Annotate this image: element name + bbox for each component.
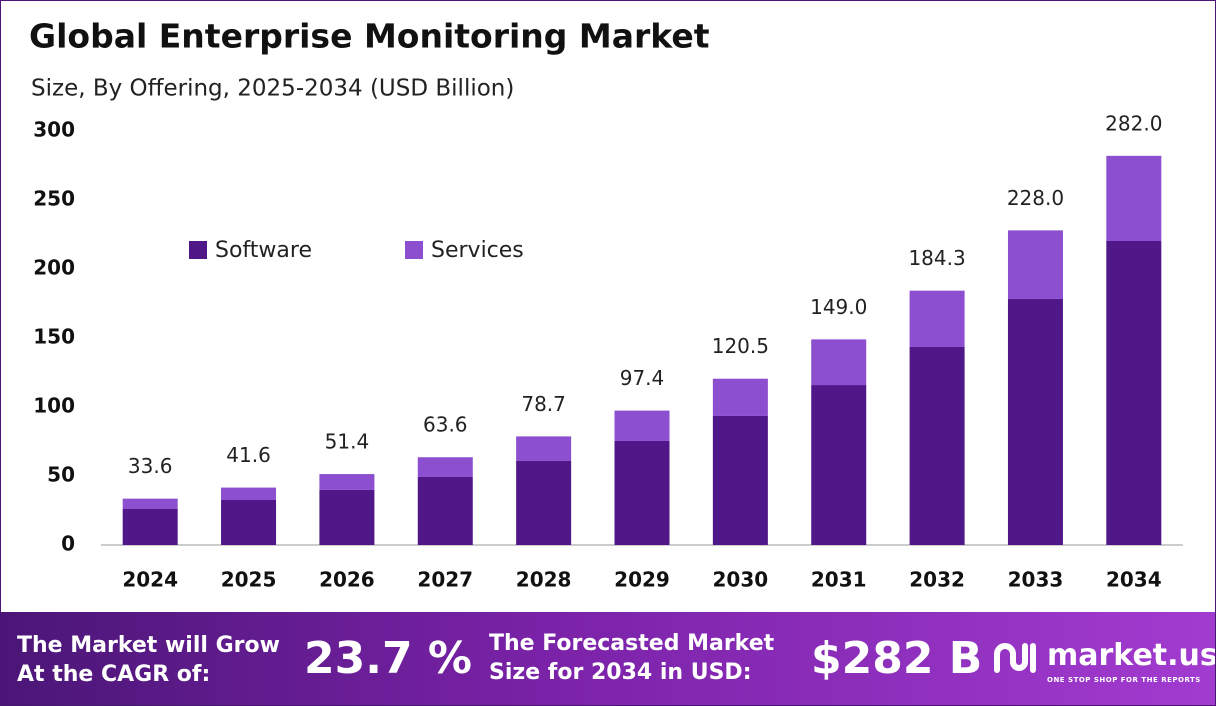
forecast-text-line: Size for 2034 in USD:: [489, 660, 752, 685]
total-label: 41.6: [226, 443, 271, 467]
bar-segment: [417, 457, 473, 477]
total-label: 282.0: [1105, 111, 1162, 135]
bar-segment: [614, 440, 670, 545]
bar-segment: [417, 476, 473, 545]
cagr-text: The Market will Grow At the CAGR of:: [17, 631, 280, 689]
x-tick-label: 2025: [221, 568, 277, 592]
total-label: 97.4: [620, 366, 665, 390]
logo-icon: [994, 643, 1036, 673]
bar-segment: [516, 460, 572, 545]
total-label: 149.0: [810, 295, 867, 319]
chart: Global Enterprise Monitoring Market Size…: [29, 17, 1183, 592]
footer-banner: The Market will Grow At the CAGR of: 23.…: [1, 612, 1215, 705]
total-label: 63.6: [423, 413, 468, 437]
bar-segment: [909, 290, 965, 347]
x-tick-label: 2032: [909, 568, 965, 592]
x-tick-label: 2028: [516, 568, 572, 592]
x-tick-label: 2033: [1008, 568, 1064, 592]
bar-segment: [319, 474, 375, 490]
bar-segment: [516, 436, 572, 461]
legend-swatch: [189, 241, 207, 259]
x-tick-label: 2026: [319, 568, 375, 592]
bar-segment: [1106, 155, 1162, 241]
cagr-text-line: At the CAGR of:: [17, 662, 211, 687]
total-label: 184.3: [908, 246, 965, 270]
bar-segment: [712, 415, 768, 545]
bar-segment: [614, 410, 670, 441]
legend-label: Services: [431, 238, 524, 263]
bar-segment: [811, 385, 867, 545]
bar-segment: [1106, 240, 1162, 545]
forecast-text: The Forecasted Market Size for 2034 in U…: [489, 629, 774, 687]
bar-segment: [221, 487, 277, 501]
forecast-text-line: The Forecasted Market: [489, 631, 775, 656]
x-tick-label: 2034: [1106, 568, 1162, 592]
logo-tagline: ONE STOP SHOP FOR THE REPORTS: [1047, 676, 1201, 684]
bar-segment: [1007, 298, 1063, 545]
bar-segment: [811, 339, 867, 386]
y-tick-label: 150: [33, 325, 75, 349]
x-tick-label: 2031: [811, 568, 867, 592]
total-label: 33.6: [128, 454, 173, 478]
total-label: 51.4: [325, 430, 370, 454]
chart-subtitle: Size, By Offering, 2025-2034 (USD Billio…: [31, 76, 514, 102]
bar-segment: [221, 500, 277, 545]
total-label: 120.5: [712, 334, 769, 358]
x-tick-label: 2029: [614, 568, 670, 592]
y-tick-label: 50: [47, 463, 75, 487]
y-tick-label: 300: [33, 118, 75, 142]
total-label: 228.0: [1007, 186, 1064, 210]
bar-segment: [319, 489, 375, 545]
logo-text: market.us: [1047, 638, 1216, 673]
cagr-text-line: The Market will Grow: [17, 633, 280, 658]
legend-swatch: [405, 241, 423, 259]
y-tick-label: 200: [33, 256, 75, 280]
chart-title: Global Enterprise Monitoring Market: [29, 17, 710, 56]
total-label: 78.7: [521, 392, 566, 416]
bar-segment: [122, 508, 178, 545]
y-tick-label: 0: [61, 532, 75, 556]
cagr-value: 23.7 %: [304, 633, 472, 684]
y-tick-label: 100: [33, 394, 75, 418]
x-tick-label: 2024: [122, 568, 178, 592]
x-tick-label: 2030: [713, 568, 769, 592]
bar-segment: [712, 378, 768, 416]
y-tick-label: 250: [33, 187, 75, 211]
x-tick-label: 2027: [417, 568, 473, 592]
legend-label: Software: [215, 238, 312, 263]
forecast-value: $282 B: [811, 633, 983, 684]
bar-segment: [122, 498, 178, 509]
bar-segment: [909, 346, 965, 545]
bar-segment: [1007, 230, 1063, 299]
